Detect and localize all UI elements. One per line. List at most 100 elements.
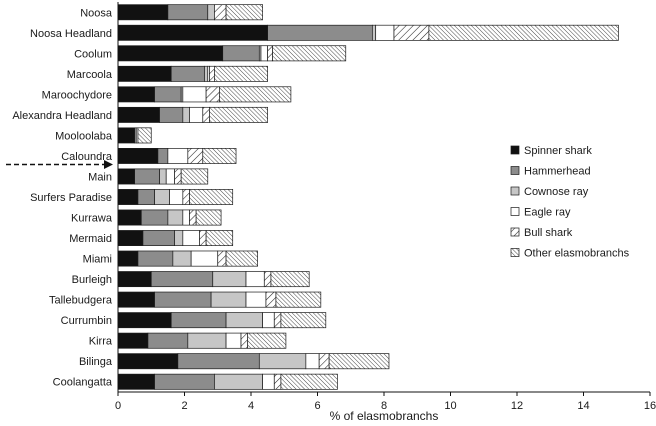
bar-segment-19-5 [273, 373, 282, 390]
x-axis-title: % of elasmobranchs [330, 409, 439, 423]
legend-swatch [510, 248, 520, 257]
bar-segment-19-6 [280, 373, 338, 390]
bar-segment-11-1 [117, 209, 142, 226]
bar-segment-3-5 [267, 45, 273, 62]
legend: Spinner shark Hammerhead Cownose ray Eagle … [510, 145, 630, 260]
bar-segment-12-4 [182, 230, 200, 246]
bar-segment-9-2 [134, 168, 160, 185]
category-label: Currumbin [61, 315, 112, 327]
x-tick-label: 10 [444, 400, 456, 412]
bar-segment-17-2 [147, 332, 189, 349]
legend-swatch [510, 186, 520, 196]
category-label: Coolangatta [53, 377, 113, 389]
bar-segment-8-5 [187, 148, 204, 164]
legend-swatch [510, 207, 520, 216]
bar-segment-2-1 [117, 24, 268, 41]
bar-segment-9-3 [159, 168, 167, 185]
bar-segment-12-3 [174, 230, 184, 246]
bar-segment-14-6 [270, 271, 310, 288]
bar-segment-10-4 [169, 189, 184, 205]
bar-segment-13-3 [172, 250, 192, 267]
legend-swatch [510, 145, 520, 155]
bar-segment-16-5 [273, 312, 282, 329]
bar-segment-19-1 [117, 373, 155, 390]
bar-segment-18-3 [258, 353, 307, 370]
x-tick-label: 2 [181, 400, 187, 412]
x-tick-label: 4 [248, 400, 254, 412]
bar-segment-14-4 [245, 271, 265, 288]
category-label: Coolum [74, 48, 112, 60]
bar-segment-7-1 [117, 127, 135, 144]
category-label: Maroochydore [42, 89, 112, 101]
bar-segment-15-2 [154, 291, 212, 308]
bar-segment-13-6 [225, 250, 258, 267]
bar-segment-17-6 [247, 332, 287, 349]
bar-segment-6-3 [182, 106, 190, 123]
x-tick-label: 14 [577, 400, 589, 412]
legend-label: Other elasmobranchs [524, 248, 630, 260]
bar-segment-6-5 [202, 106, 210, 123]
bar-segment-18-4 [305, 353, 320, 370]
bar-segment-10-5 [182, 189, 190, 205]
legend-label: Eagle ray [524, 207, 571, 219]
bar-segment-2-4 [375, 24, 395, 41]
bar-segment-13-1 [117, 250, 139, 267]
bar-segment-16-6 [280, 312, 327, 329]
bar-segment-5-5 [205, 86, 220, 103]
category-label: Caloundra [61, 151, 113, 163]
x-tick-label: 8 [381, 400, 387, 412]
bar-segment-3-1 [117, 45, 224, 62]
bar-segment-7-6 [137, 127, 152, 144]
bar-segment-16-2 [170, 312, 227, 329]
bar-segment-12-1 [117, 230, 144, 246]
bar-segment-5-1 [117, 86, 155, 103]
bar-segment-15-3 [210, 291, 247, 308]
x-tick-label: 6 [314, 400, 320, 412]
bar-segment-9-5 [174, 168, 182, 185]
legend-label: Bull shark [524, 227, 573, 239]
legend-label: Hammerhead [524, 166, 591, 178]
category-label: Miami [83, 254, 112, 266]
bar-segment-19-2 [154, 373, 215, 390]
legend-swatch [510, 166, 520, 175]
bar-segment-17-1 [117, 332, 149, 349]
bar-segment-2-3 [372, 24, 377, 41]
bar-segment-15-5 [265, 291, 277, 308]
bar-segment-19-4 [262, 373, 275, 390]
category-label: Alexandra Headland [12, 110, 112, 122]
bar-segment-15-4 [245, 291, 267, 308]
bar-segment-11-5 [189, 209, 197, 226]
bar-segment-10-6 [189, 189, 234, 205]
category-label: Mermaid [69, 233, 112, 245]
bar-segment-6-1 [117, 106, 160, 123]
bar-segment-8-6 [202, 148, 237, 164]
legend-label: Spinner shark [524, 145, 592, 157]
bar-segment-16-3 [225, 312, 263, 329]
bar-segment-5-2 [154, 86, 182, 103]
bar-segment-16-1 [117, 312, 172, 329]
bar-segment-2-2 [267, 24, 373, 41]
category-label: Bilinga [79, 356, 113, 368]
bar-segment-3-2 [222, 45, 260, 62]
bar-segment-8-2 [157, 148, 169, 164]
bar-segment-14-5 [263, 271, 272, 288]
category-label: Kirra [89, 336, 113, 348]
bar-segment-15-6 [275, 291, 322, 308]
bar-segment-11-6 [195, 209, 222, 226]
category-label: Noosa Headland [30, 28, 112, 40]
category-label: Burleigh [72, 274, 112, 286]
bar-segment-18-2 [177, 353, 260, 370]
bar-segment-5-6 [219, 86, 292, 103]
bar-segment-13-2 [137, 250, 174, 267]
x-tick-label: 16 [644, 400, 656, 412]
bar-segment-10-1 [117, 189, 139, 205]
bar-segment-18-6 [328, 353, 390, 370]
bar-segment-18-5 [318, 353, 330, 370]
bar-segment-1-5 [214, 4, 227, 21]
category-label: Marcoola [67, 69, 113, 81]
bar-segment-4-5 [209, 65, 215, 82]
bar-segment-9-6 [180, 168, 209, 185]
bar-segment-8-4 [167, 148, 189, 164]
x-tick-label: 12 [511, 400, 523, 412]
